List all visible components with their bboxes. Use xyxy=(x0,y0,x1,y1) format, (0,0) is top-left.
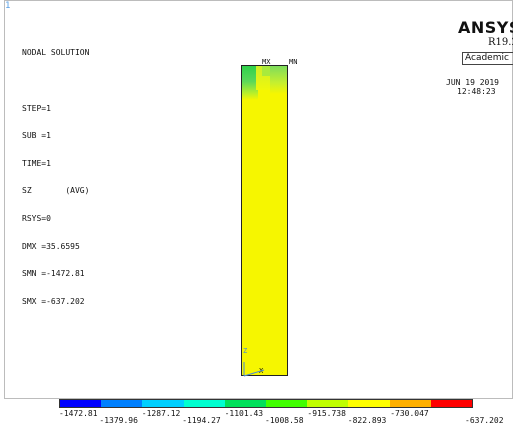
info-rsys: RSYS=0 xyxy=(22,213,51,223)
legend-label-lower: -822.893 xyxy=(347,416,387,425)
contour-legend-bar xyxy=(59,399,473,408)
legend-swatch xyxy=(307,400,349,407)
legend-label-upper: -1287.12 xyxy=(141,409,181,418)
legend-swatch xyxy=(389,400,431,407)
min-marker: MN xyxy=(289,58,298,66)
triad-axis-icon xyxy=(243,362,265,377)
max-marker: MX xyxy=(262,58,271,66)
legend-swatch xyxy=(142,400,184,407)
legend-swatch xyxy=(266,400,308,407)
legend-label-upper: -730.047 xyxy=(390,409,429,418)
legend-label-upper: -915.738 xyxy=(307,409,346,418)
window-number: 1 xyxy=(5,1,11,11)
info-blank xyxy=(22,76,89,85)
contour-region-right xyxy=(270,66,287,94)
ansys-logo: ANSYS xyxy=(458,18,513,37)
solution-time: 12:48:23 xyxy=(457,87,496,96)
release-label: R19.2 xyxy=(488,37,513,48)
legend-swatch xyxy=(430,400,473,407)
contour-region-center xyxy=(262,66,270,76)
legend-swatch xyxy=(60,400,102,407)
legend-swatch xyxy=(224,400,267,407)
legend-swatch xyxy=(183,400,225,407)
legend-label-lower: -1194.27 xyxy=(182,416,221,425)
info-step: STEP=1 xyxy=(22,103,51,113)
legend-label-lower: -1379.96 xyxy=(99,416,138,425)
legend-swatch xyxy=(101,400,143,407)
legend-label-lower: -637.202 xyxy=(465,416,504,425)
solution-info-block: NODAL SOLUTION STEP=1 SUB =1 TIME=1 SZ (… xyxy=(22,30,89,315)
contour-model[interactable] xyxy=(241,65,288,376)
legend-label-upper: -1101.43 xyxy=(224,409,264,418)
info-result-item: SZ (AVG) xyxy=(22,186,90,196)
info-smx: SMX =-637.202 xyxy=(22,296,85,306)
info-sub: SUB =1 xyxy=(22,131,51,141)
contour-region-green xyxy=(242,66,258,100)
info-smn: SMN =-1472.81 xyxy=(22,269,85,279)
info-title: NODAL SOLUTION xyxy=(22,48,90,58)
legend-swatch xyxy=(348,400,390,407)
z-axis-label: Z xyxy=(243,347,248,355)
solution-date: JUN 19 2019 xyxy=(446,78,499,87)
legend-label-upper: -1472.81 xyxy=(59,409,98,418)
legend-label-lower: -1008.58 xyxy=(265,416,304,425)
info-time: TIME=1 xyxy=(22,158,51,168)
info-dmx: DMX =35.6595 xyxy=(22,241,80,251)
academic-badge: Academic xyxy=(462,52,513,65)
